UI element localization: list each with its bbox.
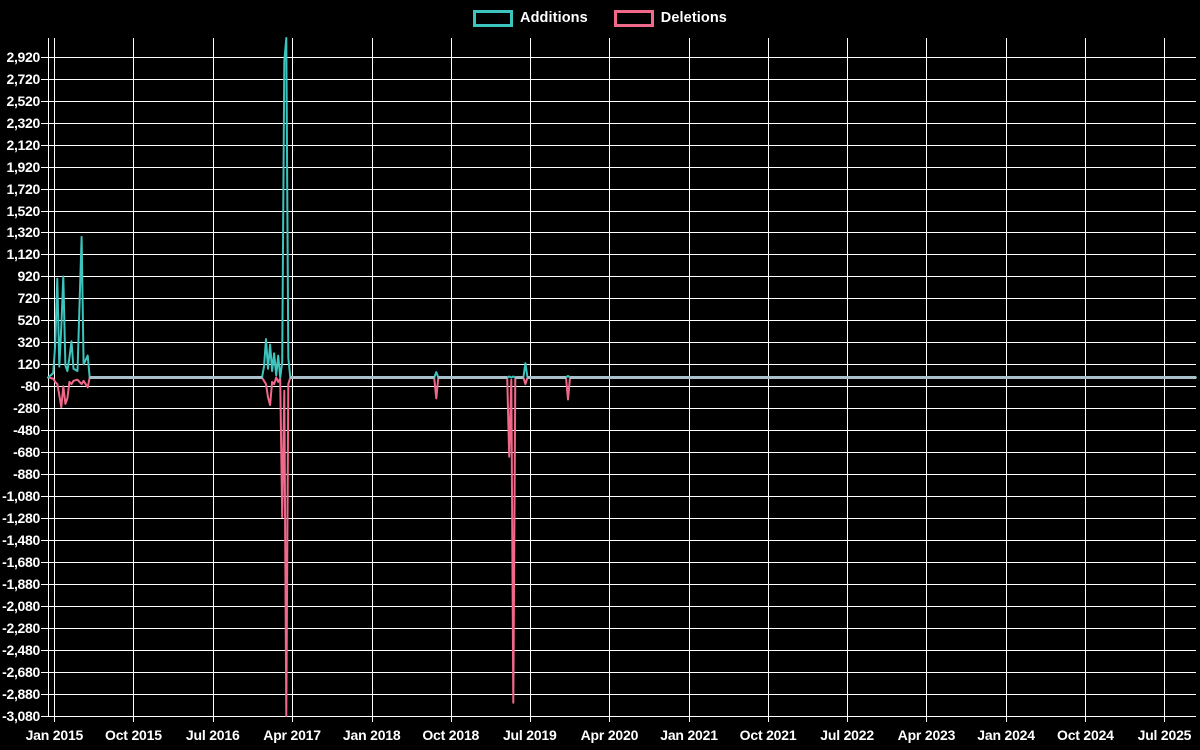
deletions-swatch-icon	[613, 9, 654, 27]
y-tick-label: 2,720	[6, 70, 40, 87]
x-tick-label: Jul 2025	[1137, 727, 1192, 743]
x-tick-label: Jan 2018	[342, 727, 401, 743]
y-tick-label: 120	[17, 356, 41, 373]
y-tick-label: 720	[17, 290, 41, 307]
y-tick-label: -2,280	[2, 620, 40, 637]
legend-label-additions: Additions	[520, 10, 588, 26]
y-tick-label: 2,920	[6, 48, 40, 65]
y-tick-label: 920	[17, 268, 41, 285]
y-tick-label: 1,520	[6, 202, 40, 219]
additions-swatch-icon	[473, 9, 514, 27]
legend-item-deletions[interactable]: Deletions	[613, 9, 727, 27]
y-tick-label: -280	[13, 400, 40, 417]
y-tick-label: 2,120	[6, 136, 40, 153]
y-tick-label: 1,120	[6, 246, 40, 263]
chart-legend: Additions Deletions	[0, 7, 1200, 29]
y-tick-label: -680	[13, 444, 40, 461]
x-tick-label: Jul 2019	[502, 727, 557, 743]
y-tick-label: 520	[17, 312, 41, 329]
x-tick-label: Jan 2024	[977, 727, 1035, 743]
y-tick-label: -880	[13, 466, 40, 483]
legend-item-additions[interactable]: Additions	[473, 9, 588, 27]
y-tick-label: -80	[20, 378, 41, 395]
x-tick-label: Jan 2021	[660, 727, 718, 743]
x-tick-label: Oct 2021	[739, 727, 797, 743]
additions-line	[47, 37, 1197, 379]
x-tick-label: Oct 2018	[422, 727, 480, 743]
legend-label-deletions: Deletions	[660, 10, 727, 26]
y-tick-label: -3,080	[2, 708, 40, 724]
y-tick-label: 2,320	[6, 114, 40, 131]
y-tick-label: -1,080	[2, 488, 40, 505]
y-tick-label: -480	[13, 422, 40, 439]
y-tick-label: 1,320	[6, 224, 40, 241]
y-tick-label: 1,920	[6, 158, 40, 175]
x-tick-label: Apr 2023	[897, 727, 956, 743]
x-tick-label: Apr 2020	[580, 727, 639, 743]
x-tick-label: Apr 2017	[263, 727, 321, 743]
y-tick-label: -1,880	[2, 576, 40, 593]
x-tick-label: Jan 2015	[25, 727, 84, 743]
y-tick-label: 1,720	[6, 180, 40, 197]
x-tick-label: Jul 2016	[185, 727, 240, 743]
deletions-line	[47, 376, 1197, 717]
x-tick-label: Oct 2015	[105, 727, 162, 743]
y-tick-label: -2,480	[2, 642, 40, 659]
x-tick-label: Oct 2024	[1057, 727, 1114, 743]
x-tick-label: Jul 2022	[820, 727, 874, 743]
y-tick-label: -2,680	[2, 664, 40, 681]
y-tick-label: -2,080	[2, 598, 40, 615]
y-tick-label: -1,480	[2, 532, 40, 549]
y-tick-label: 320	[17, 334, 41, 351]
y-tick-label: -1,680	[2, 554, 40, 571]
y-tick-label: 2,520	[6, 92, 40, 109]
y-tick-label: -2,880	[2, 686, 40, 703]
y-tick-label: -1,280	[2, 510, 40, 527]
